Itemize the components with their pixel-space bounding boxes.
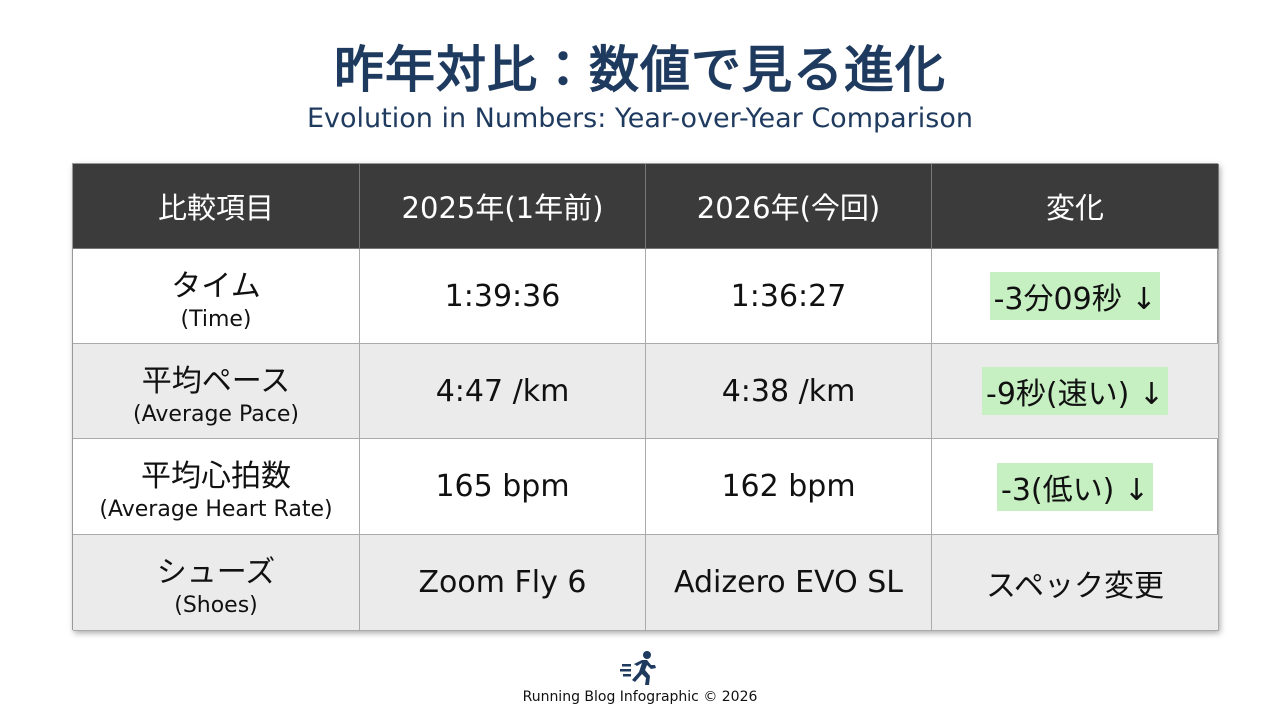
value-cell: 4:47 /km xyxy=(360,344,646,439)
row-sublabel: (Average Pace) xyxy=(133,401,299,427)
value-cell: 1:39:36 xyxy=(360,249,646,344)
column-header: 2025年(1年前) xyxy=(360,164,646,249)
comparison-table: 比較項目 2025年(1年前) 2026年(今回) 変化 タイム (Time) 1:39:3… xyxy=(72,163,1219,631)
row-label: シューズ xyxy=(156,555,276,590)
row-label-cell: 平均心拍数 (Average Heart Rate) xyxy=(73,439,360,535)
row-label-cell: 平均ペース (Average Pace) xyxy=(73,344,360,439)
value-cell: 1:36:27 xyxy=(646,249,932,344)
change-cell: -3(低い) ↓ xyxy=(932,439,1219,535)
row-sublabel: (Average Heart Rate) xyxy=(99,497,333,522)
row-label: 平均ペース xyxy=(141,363,291,399)
title: 昨年対比：数値で見る進化 xyxy=(334,41,946,99)
runner-icon xyxy=(620,651,656,685)
change-value: -9秒(速い) ↓ xyxy=(982,367,1168,415)
value-cell: Zoom Fly 6 xyxy=(360,535,646,631)
row-label: 平均心拍数 xyxy=(141,459,291,494)
row-label: タイム xyxy=(171,268,261,304)
column-header: 2026年(今回) xyxy=(646,164,932,249)
column-header: 比較項目 xyxy=(73,164,360,249)
change-cell: -3分09秒 ↓ xyxy=(932,249,1219,344)
row-label-cell: タイム (Time) xyxy=(73,249,360,344)
change-value: -3(低い) ↓ xyxy=(997,462,1153,511)
row-sublabel: (Time) xyxy=(180,306,252,332)
change-cell: -9秒(速い) ↓ xyxy=(932,344,1219,439)
change-value: -3分09秒 ↓ xyxy=(989,272,1161,320)
column-header: 変化 xyxy=(932,164,1219,249)
value-cell: Adizero EVO SL xyxy=(646,535,932,631)
value-cell: 4:38 /km xyxy=(646,344,932,439)
change-cell: スペック変更 xyxy=(932,535,1219,631)
footer: Running Blog Infographic © 2026 xyxy=(522,689,758,705)
subtitle: Evolution in Numbers: Year-over-Year Com… xyxy=(307,103,973,134)
change-value: スペック変更 xyxy=(986,568,1164,604)
row-label-cell: シューズ (Shoes) xyxy=(73,535,360,631)
value-cell: 165 bpm xyxy=(360,439,646,535)
value-cell: 162 bpm xyxy=(646,439,932,535)
row-sublabel: (Shoes) xyxy=(174,593,258,618)
